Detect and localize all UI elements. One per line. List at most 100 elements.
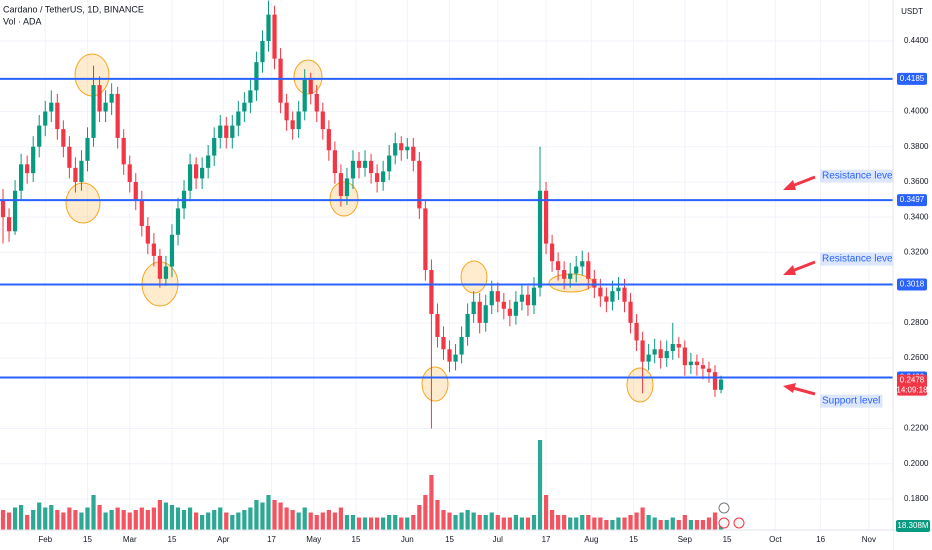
highlight-circle xyxy=(329,181,359,217)
volume-bar xyxy=(465,510,470,530)
level-label-box xyxy=(897,278,927,291)
arrows xyxy=(783,175,816,396)
candle-body xyxy=(19,164,24,191)
highlight-circle xyxy=(421,366,449,402)
volume-bar xyxy=(700,520,706,530)
candle-body xyxy=(507,308,512,316)
candle-body xyxy=(374,173,380,182)
x-tick-label: Apr xyxy=(217,535,230,544)
y-tick-label: 0.3400 xyxy=(904,212,929,221)
candle-body xyxy=(193,164,199,179)
annotation-text: Support level xyxy=(822,396,880,407)
level-label-box xyxy=(897,72,927,85)
volume-bar xyxy=(224,512,229,530)
candle-body xyxy=(483,305,488,323)
volume-bar xyxy=(652,517,657,530)
candle-body xyxy=(393,143,398,156)
x-tick-label: Jul xyxy=(493,535,503,544)
candle-body xyxy=(163,266,169,279)
y-tick-label: 0.2000 xyxy=(904,459,929,468)
volume-bar xyxy=(157,500,163,530)
arrow-head xyxy=(783,265,796,275)
volume-bar xyxy=(85,507,90,530)
candle-body xyxy=(459,336,464,355)
volume-bar xyxy=(622,517,627,530)
candle-body xyxy=(368,160,374,174)
arrow-head xyxy=(783,180,796,190)
candle-body xyxy=(296,111,301,130)
candle-body xyxy=(133,181,138,200)
volume-bar xyxy=(610,520,615,530)
candle-body xyxy=(568,273,573,279)
volume-bar xyxy=(145,510,150,530)
volume-bar xyxy=(61,512,66,530)
candle-body xyxy=(549,243,555,262)
volume-bar xyxy=(676,520,681,530)
candle-body xyxy=(290,120,295,130)
candle-body xyxy=(350,160,356,179)
candle-body xyxy=(586,261,591,279)
volume-bar xyxy=(525,517,531,530)
highlight-circle xyxy=(293,59,323,95)
candle-body xyxy=(242,102,247,112)
candle-body xyxy=(145,225,150,244)
volume-bar xyxy=(97,505,102,530)
candle-body xyxy=(206,155,211,168)
x-tick-label: 17 xyxy=(542,535,551,544)
volume-bar xyxy=(139,507,144,530)
volume-bar xyxy=(278,502,283,530)
volume-bar xyxy=(483,515,488,530)
candle-body xyxy=(700,365,706,369)
candle-body xyxy=(712,372,718,390)
x-tick-label: Nov xyxy=(862,535,876,544)
highlight-circle xyxy=(65,182,101,224)
candle-body xyxy=(109,93,114,103)
candle-body xyxy=(628,301,633,323)
annotations: Resistance level Resistance level Support … xyxy=(820,169,897,408)
volume-bar xyxy=(682,515,687,530)
y-tick-label: 0.3600 xyxy=(904,177,929,186)
x-tick-label: Mar xyxy=(123,535,137,544)
level-label: 0.3497 xyxy=(900,195,925,204)
volume-bar xyxy=(175,507,181,530)
candle-body xyxy=(688,361,693,366)
y-tick-label: 0.3200 xyxy=(904,248,929,257)
candle-body xyxy=(543,190,549,244)
level-label-box xyxy=(897,194,927,207)
volume-bar xyxy=(423,495,428,530)
candle-body xyxy=(85,137,90,161)
x-tick-label: 15 xyxy=(723,535,732,544)
candle-body xyxy=(218,125,223,138)
chart-title: Cardano / TetherUS, 1D, BINANCE xyxy=(3,4,144,14)
candle-body xyxy=(320,111,325,130)
candle-body xyxy=(151,243,156,256)
candles xyxy=(0,0,724,429)
volume-bar xyxy=(49,505,54,530)
candle-body xyxy=(248,90,253,103)
candle-body xyxy=(622,287,627,302)
candle-body xyxy=(254,62,259,91)
volume-bar xyxy=(218,507,223,530)
volume-bar xyxy=(260,502,265,530)
candle-body xyxy=(616,287,621,292)
volume-bar xyxy=(19,505,24,530)
candle-body xyxy=(658,349,663,359)
volume-bar xyxy=(586,515,591,530)
candle-body xyxy=(25,164,30,174)
volume-bar xyxy=(0,510,6,530)
volume-bar xyxy=(592,517,597,530)
candle-body xyxy=(706,368,712,373)
candle-body xyxy=(411,146,416,161)
volume-bar xyxy=(6,512,12,530)
x-tick-label: Aug xyxy=(584,535,598,544)
candle-body xyxy=(682,347,687,366)
y-tick-label: 0.4000 xyxy=(904,107,929,116)
volume-bar xyxy=(37,502,42,530)
candle-body xyxy=(284,102,289,121)
volume-bar xyxy=(31,510,36,530)
volume-bar xyxy=(381,517,386,530)
y-tick-label: 0.1800 xyxy=(904,494,929,503)
candle-body xyxy=(302,79,307,112)
candle-body xyxy=(417,160,422,209)
